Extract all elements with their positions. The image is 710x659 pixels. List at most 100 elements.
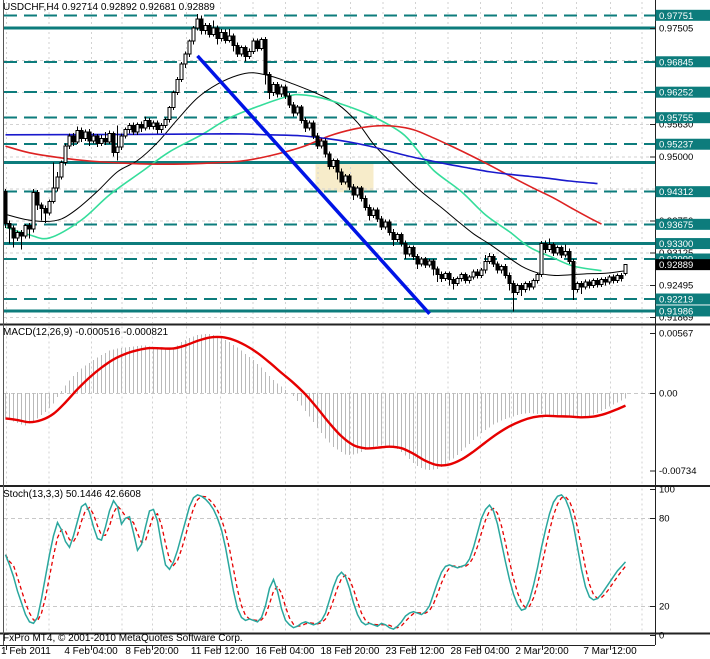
candlestick: [355, 187, 360, 196]
candlestick: [391, 231, 396, 240]
candlestick: [155, 122, 160, 131]
price-badge: [655, 86, 710, 98]
price-badge-label: 0.91986: [659, 306, 693, 317]
candlestick: [83, 131, 88, 139]
candlestick: [563, 250, 568, 256]
candlestick: [467, 276, 472, 281]
macd-axis-label: 0.00567: [659, 329, 693, 340]
candlestick: [599, 278, 604, 286]
candlestick: [267, 73, 272, 93]
date-label: 4 Feb 04:00: [64, 646, 118, 657]
date-label: 16 Feb 04:00: [255, 646, 315, 657]
candlestick: [263, 38, 268, 75]
ma-green-line: [5, 93, 602, 272]
candlestick: [575, 283, 580, 291]
candlestick: [39, 204, 44, 210]
candlestick: [567, 250, 572, 263]
candlestick: [151, 122, 156, 128]
candlestick: [555, 247, 560, 254]
candlestick: [499, 266, 504, 271]
price-badge: [655, 138, 710, 150]
candlestick: [59, 162, 64, 178]
stoch-indicator-label: Stoch(13,3,3) 50.1446 42.6608: [3, 489, 141, 500]
candlestick: [559, 247, 564, 256]
candlestick: [327, 153, 332, 168]
ma-red-line: [5, 124, 602, 225]
candlestick: [611, 276, 616, 281]
price-axis-label: 0.92495: [659, 280, 693, 291]
macd-axis-label: 0.00: [659, 389, 678, 400]
candlestick: [387, 221, 392, 233]
candlestick: [219, 31, 224, 39]
price-badge-label: 0.95755: [659, 113, 693, 124]
candlestick: [363, 197, 368, 209]
price-axis-label: 0.95630: [659, 120, 693, 131]
candlestick: [427, 260, 432, 266]
candlestick: [603, 278, 608, 283]
candlestick: [23, 225, 28, 237]
price-badge: [655, 293, 710, 305]
candlestick: [367, 207, 372, 216]
macd-signal-line: [5, 335, 626, 467]
price-scale-background: [655, 0, 710, 645]
stoch-k-line: [4, 493, 627, 631]
candlestick: [447, 272, 452, 280]
candlestick: [135, 124, 140, 133]
candlestick: [375, 209, 380, 220]
time-axis[interactable]: 1 Feb 2011 4 Feb 04:00 8 Feb 20:00 11 Feb 1…: [0, 646, 710, 659]
candlestick: [307, 122, 312, 129]
candlestick: [551, 244, 556, 254]
candlestick: [223, 31, 228, 41]
ma-blue-line: [5, 133, 598, 185]
candlestick: [451, 278, 456, 285]
candlestick: [419, 258, 424, 265]
candlestick: [171, 91, 176, 109]
candlestick: [67, 135, 72, 147]
candlestick: [131, 125, 136, 133]
candlestick: [479, 269, 484, 276]
candlestick: [287, 95, 292, 106]
candlestick: [319, 140, 324, 147]
candlestick: [579, 283, 584, 288]
price-badge-label: 0.93675: [659, 220, 693, 231]
price-badge: [655, 305, 710, 317]
candlestick: [535, 273, 540, 281]
price-badge: [655, 112, 710, 124]
candlestick: [547, 244, 552, 251]
price-badge: [655, 56, 710, 68]
candlestick: [143, 119, 148, 129]
candlestick: [487, 255, 492, 263]
date-label: 7 Mar 12:00: [583, 646, 637, 657]
candlestick: [475, 271, 480, 276]
stoch-axis-label: 80: [659, 514, 670, 525]
date-label: 8 Feb 20:00: [125, 646, 179, 657]
candlestick: [507, 274, 512, 285]
candlestick: [15, 231, 20, 239]
candlestick: [259, 38, 264, 50]
chart-title: USDCHF,H4 0.92714 0.92892 0.92681 0.9288…: [3, 2, 215, 13]
date-label: 18 Feb 20:00: [320, 646, 380, 657]
candlestick: [539, 243, 544, 275]
candlestick: [339, 171, 344, 183]
candlestick: [291, 104, 296, 114]
price-badge-label: 0.92219: [659, 295, 693, 306]
candlestick: [95, 135, 100, 145]
candlestick: [47, 201, 52, 214]
candlestick: [71, 135, 76, 143]
candlestick: [159, 125, 164, 131]
candlestick: [335, 159, 340, 173]
candlestick: [191, 27, 196, 42]
candlestick: [303, 119, 308, 129]
candlestick: [203, 25, 208, 32]
candlestick: [51, 187, 56, 203]
candlestick: [147, 119, 152, 128]
candlestick: [231, 35, 236, 47]
candlestick: [91, 135, 96, 142]
candlestick: [63, 145, 68, 164]
candlestick: [207, 25, 212, 35]
macd-indicator-label: MACD(12,26,9) -0.000516 -0.000821: [3, 327, 169, 338]
candlestick: [371, 209, 376, 216]
candlestick: [379, 218, 384, 228]
